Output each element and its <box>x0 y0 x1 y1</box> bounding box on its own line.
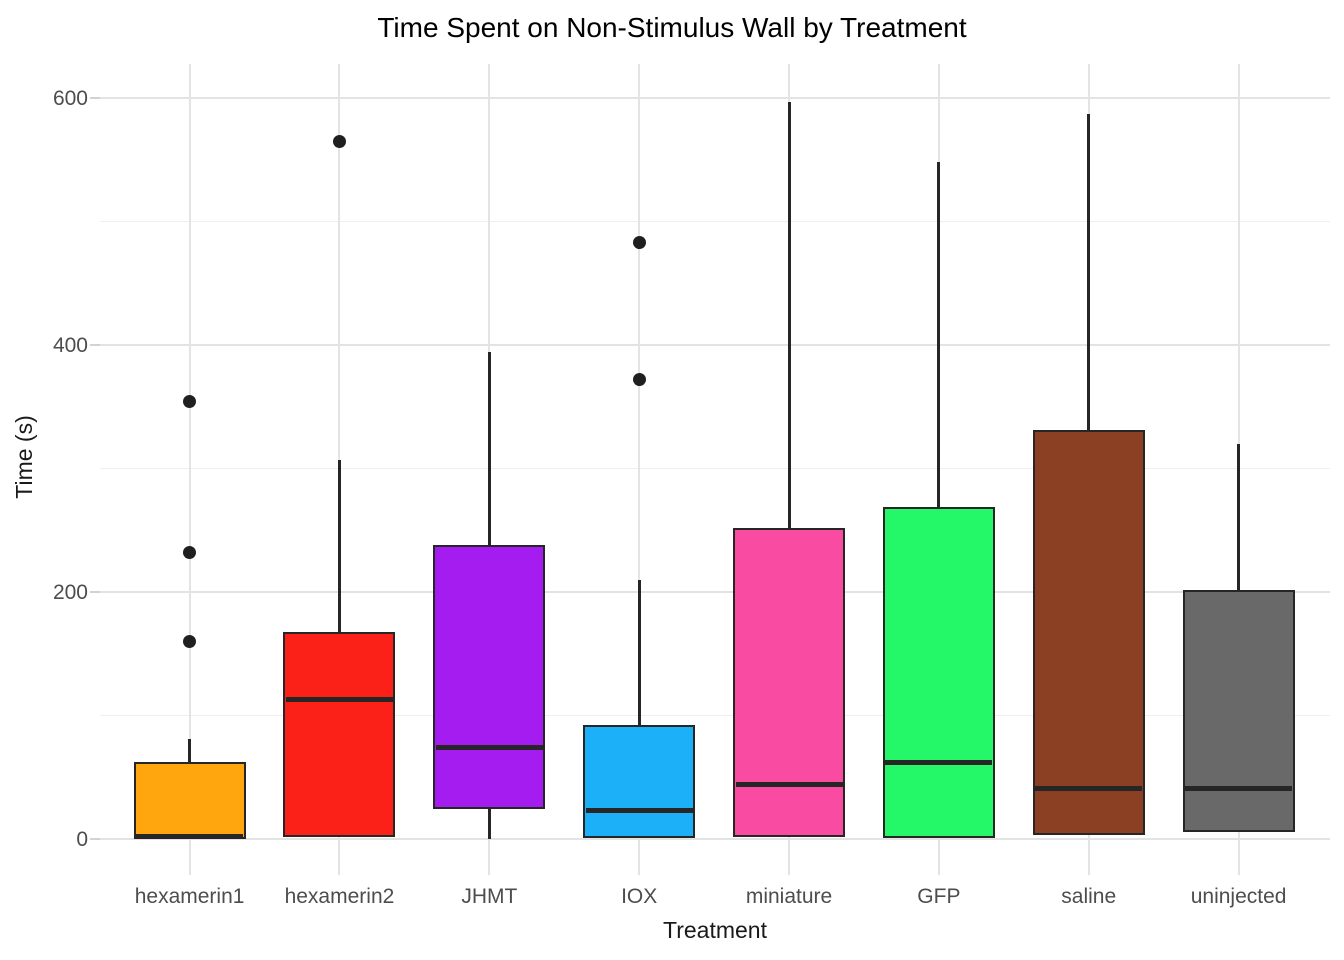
outlier-point <box>183 395 197 409</box>
y-tick-label: 0 <box>76 827 88 851</box>
outlier-point <box>183 545 197 559</box>
outlier-point <box>183 634 197 648</box>
x-tick-label: saline <box>1061 885 1117 908</box>
boxplot-median <box>735 782 843 788</box>
boxplot-median <box>585 808 693 814</box>
boxplot-upper-whisker <box>787 101 791 528</box>
y-axis-tick <box>90 838 100 840</box>
x-tick-label: GFP <box>917 885 961 908</box>
y-tick-label: 400 <box>52 333 88 357</box>
boxplot-upper-whisker <box>337 459 341 632</box>
y-minor-gridline <box>100 220 1330 223</box>
boxplot-upper-whisker <box>1087 114 1091 431</box>
y-minor-gridline <box>100 714 1330 717</box>
x-tick-label: hexamerin2 <box>284 885 395 908</box>
chart-title: Time Spent on Non-Stimulus Wall by Treat… <box>377 12 967 43</box>
boxplot-box <box>283 631 396 837</box>
boxplot-lower-whisker <box>487 809 491 839</box>
boxplot-median <box>285 696 393 702</box>
x-gridline <box>188 64 191 875</box>
y-major-gridline <box>100 97 1330 99</box>
x-tick-label: hexamerin1 <box>134 885 245 908</box>
boxplot-upper-whisker <box>188 738 192 763</box>
y-major-gridline <box>100 838 1330 840</box>
x-tick-label: uninjected <box>1190 885 1287 908</box>
y-axis-tick <box>90 344 100 346</box>
x-tick-label: IOX <box>621 885 658 908</box>
y-tick-label: 200 <box>52 580 88 604</box>
boxplot-median <box>1185 785 1293 791</box>
x-gridline <box>638 64 641 875</box>
y-axis-tick <box>90 591 100 593</box>
boxplot-upper-whisker <box>937 162 941 507</box>
x-tick-label: JHMT <box>461 885 518 908</box>
boxplot-box <box>1032 430 1145 836</box>
y-major-gridline <box>100 344 1330 346</box>
outlier-point <box>632 373 646 387</box>
boxplot-box <box>433 545 546 810</box>
boxplot-box <box>583 725 696 838</box>
x-tick-label: miniature <box>745 885 833 908</box>
boxplot-median <box>885 759 993 765</box>
boxplot-upper-whisker <box>637 579 641 726</box>
boxplot-median <box>136 834 244 840</box>
boxplot-box <box>133 762 246 839</box>
y-major-gridline <box>100 591 1330 593</box>
y-axis-tick <box>90 97 100 99</box>
boxplot-box <box>733 527 846 837</box>
y-tick-label: 600 <box>52 86 88 110</box>
boxplot-median <box>1035 785 1143 791</box>
y-minor-gridline <box>100 467 1330 470</box>
outlier-point <box>632 235 646 249</box>
boxplot-box <box>1182 589 1295 832</box>
boxplot-median <box>435 745 543 751</box>
boxplot-box <box>882 506 995 838</box>
boxplot-upper-whisker <box>1237 443 1241 590</box>
x-axis-title: Treatment <box>663 917 767 943</box>
boxplot-upper-whisker <box>487 352 491 546</box>
y-axis-title: Time (s) <box>11 415 37 499</box>
outlier-point <box>332 134 346 148</box>
